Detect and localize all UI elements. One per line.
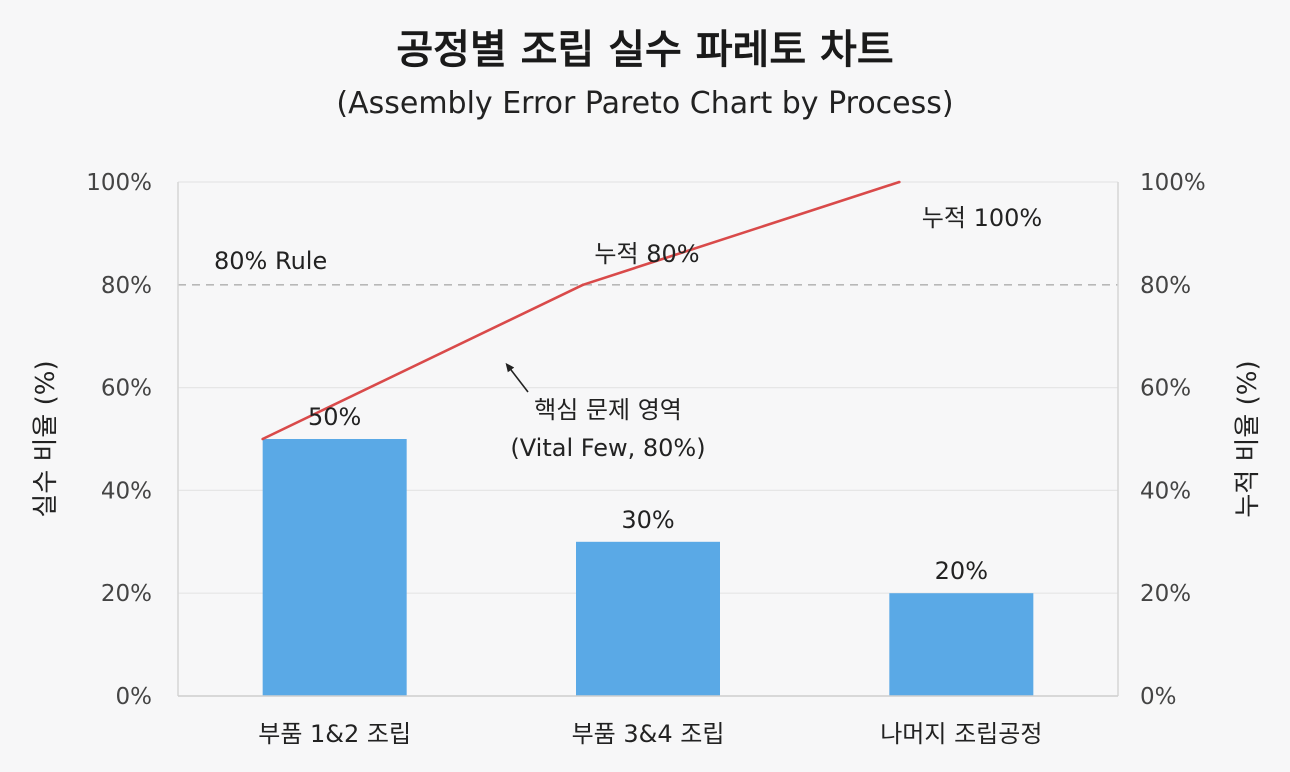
y-tick-right: 60% (1140, 376, 1191, 402)
bar-data-label: 20% (935, 557, 988, 585)
annotation-vital-few-line1: 핵심 문제 영역 (534, 396, 682, 424)
x-tick-label: 부품 3&4 조립 (572, 720, 725, 748)
annotation-cumulative-100: 누적 100% (922, 204, 1042, 232)
y-tick-left: 60% (101, 376, 152, 402)
bar-data-label: 50% (308, 403, 361, 431)
reference-line-label: 80% Rule (214, 247, 327, 275)
cumulative-point (261, 437, 264, 441)
bar-data-label: 30% (621, 506, 674, 534)
bars (262, 439, 1034, 696)
annotation-vital-few-line2: (Vital Few, 80%) (510, 434, 705, 462)
annotation-cumulative-80: 누적 80% (594, 240, 699, 268)
y-tick-left: 40% (101, 478, 152, 504)
x-tick-label: 부품 1&2 조립 (258, 720, 411, 748)
bar (262, 439, 407, 696)
bar (889, 593, 1034, 696)
y-tick-left: 20% (101, 581, 152, 607)
annotation-arrow (505, 362, 529, 393)
chart-title: 공정별 조립 실수 파레토 차트 (396, 27, 893, 73)
cumulative-point (581, 283, 585, 287)
x-tick-label: 나머지 조립공정 (880, 720, 1042, 748)
y-tick-right: 0% (1140, 684, 1177, 710)
bar (576, 541, 720, 696)
y-tick-left: 100% (86, 170, 152, 196)
cumulative-point (898, 180, 901, 184)
reference-line-group: 80% Rule (178, 247, 1118, 286)
y-tick-right: 20% (1140, 581, 1191, 607)
chart-subtitle: (Assembly Error Pareto Chart by Process) (336, 86, 953, 121)
y-tick-right: 80% (1140, 273, 1191, 299)
y-axis-title-left: 실수 비율 (%) (31, 360, 61, 517)
axes: 0% 0% 20% 20% 40% 40% 60% 60% 80% 80% 100% 100% 실수 비… (31, 170, 1263, 748)
y-tick-left: 0% (116, 684, 153, 710)
y-axis-title-right: 누적 비율 (%) (1233, 360, 1263, 517)
y-tick-right: 40% (1140, 478, 1191, 504)
y-tick-left: 80% (101, 273, 152, 299)
labels: 공정별 조립 실수 파레토 차트 (Assembly Error Pareto C… (308, 27, 988, 585)
annotations: 누적 80% 누적 100% 핵심 문제 영역 (Vital Few, 80%) (505, 204, 1042, 462)
y-tick-right: 100% (1140, 170, 1206, 196)
cumulative-line-group (261, 180, 901, 441)
